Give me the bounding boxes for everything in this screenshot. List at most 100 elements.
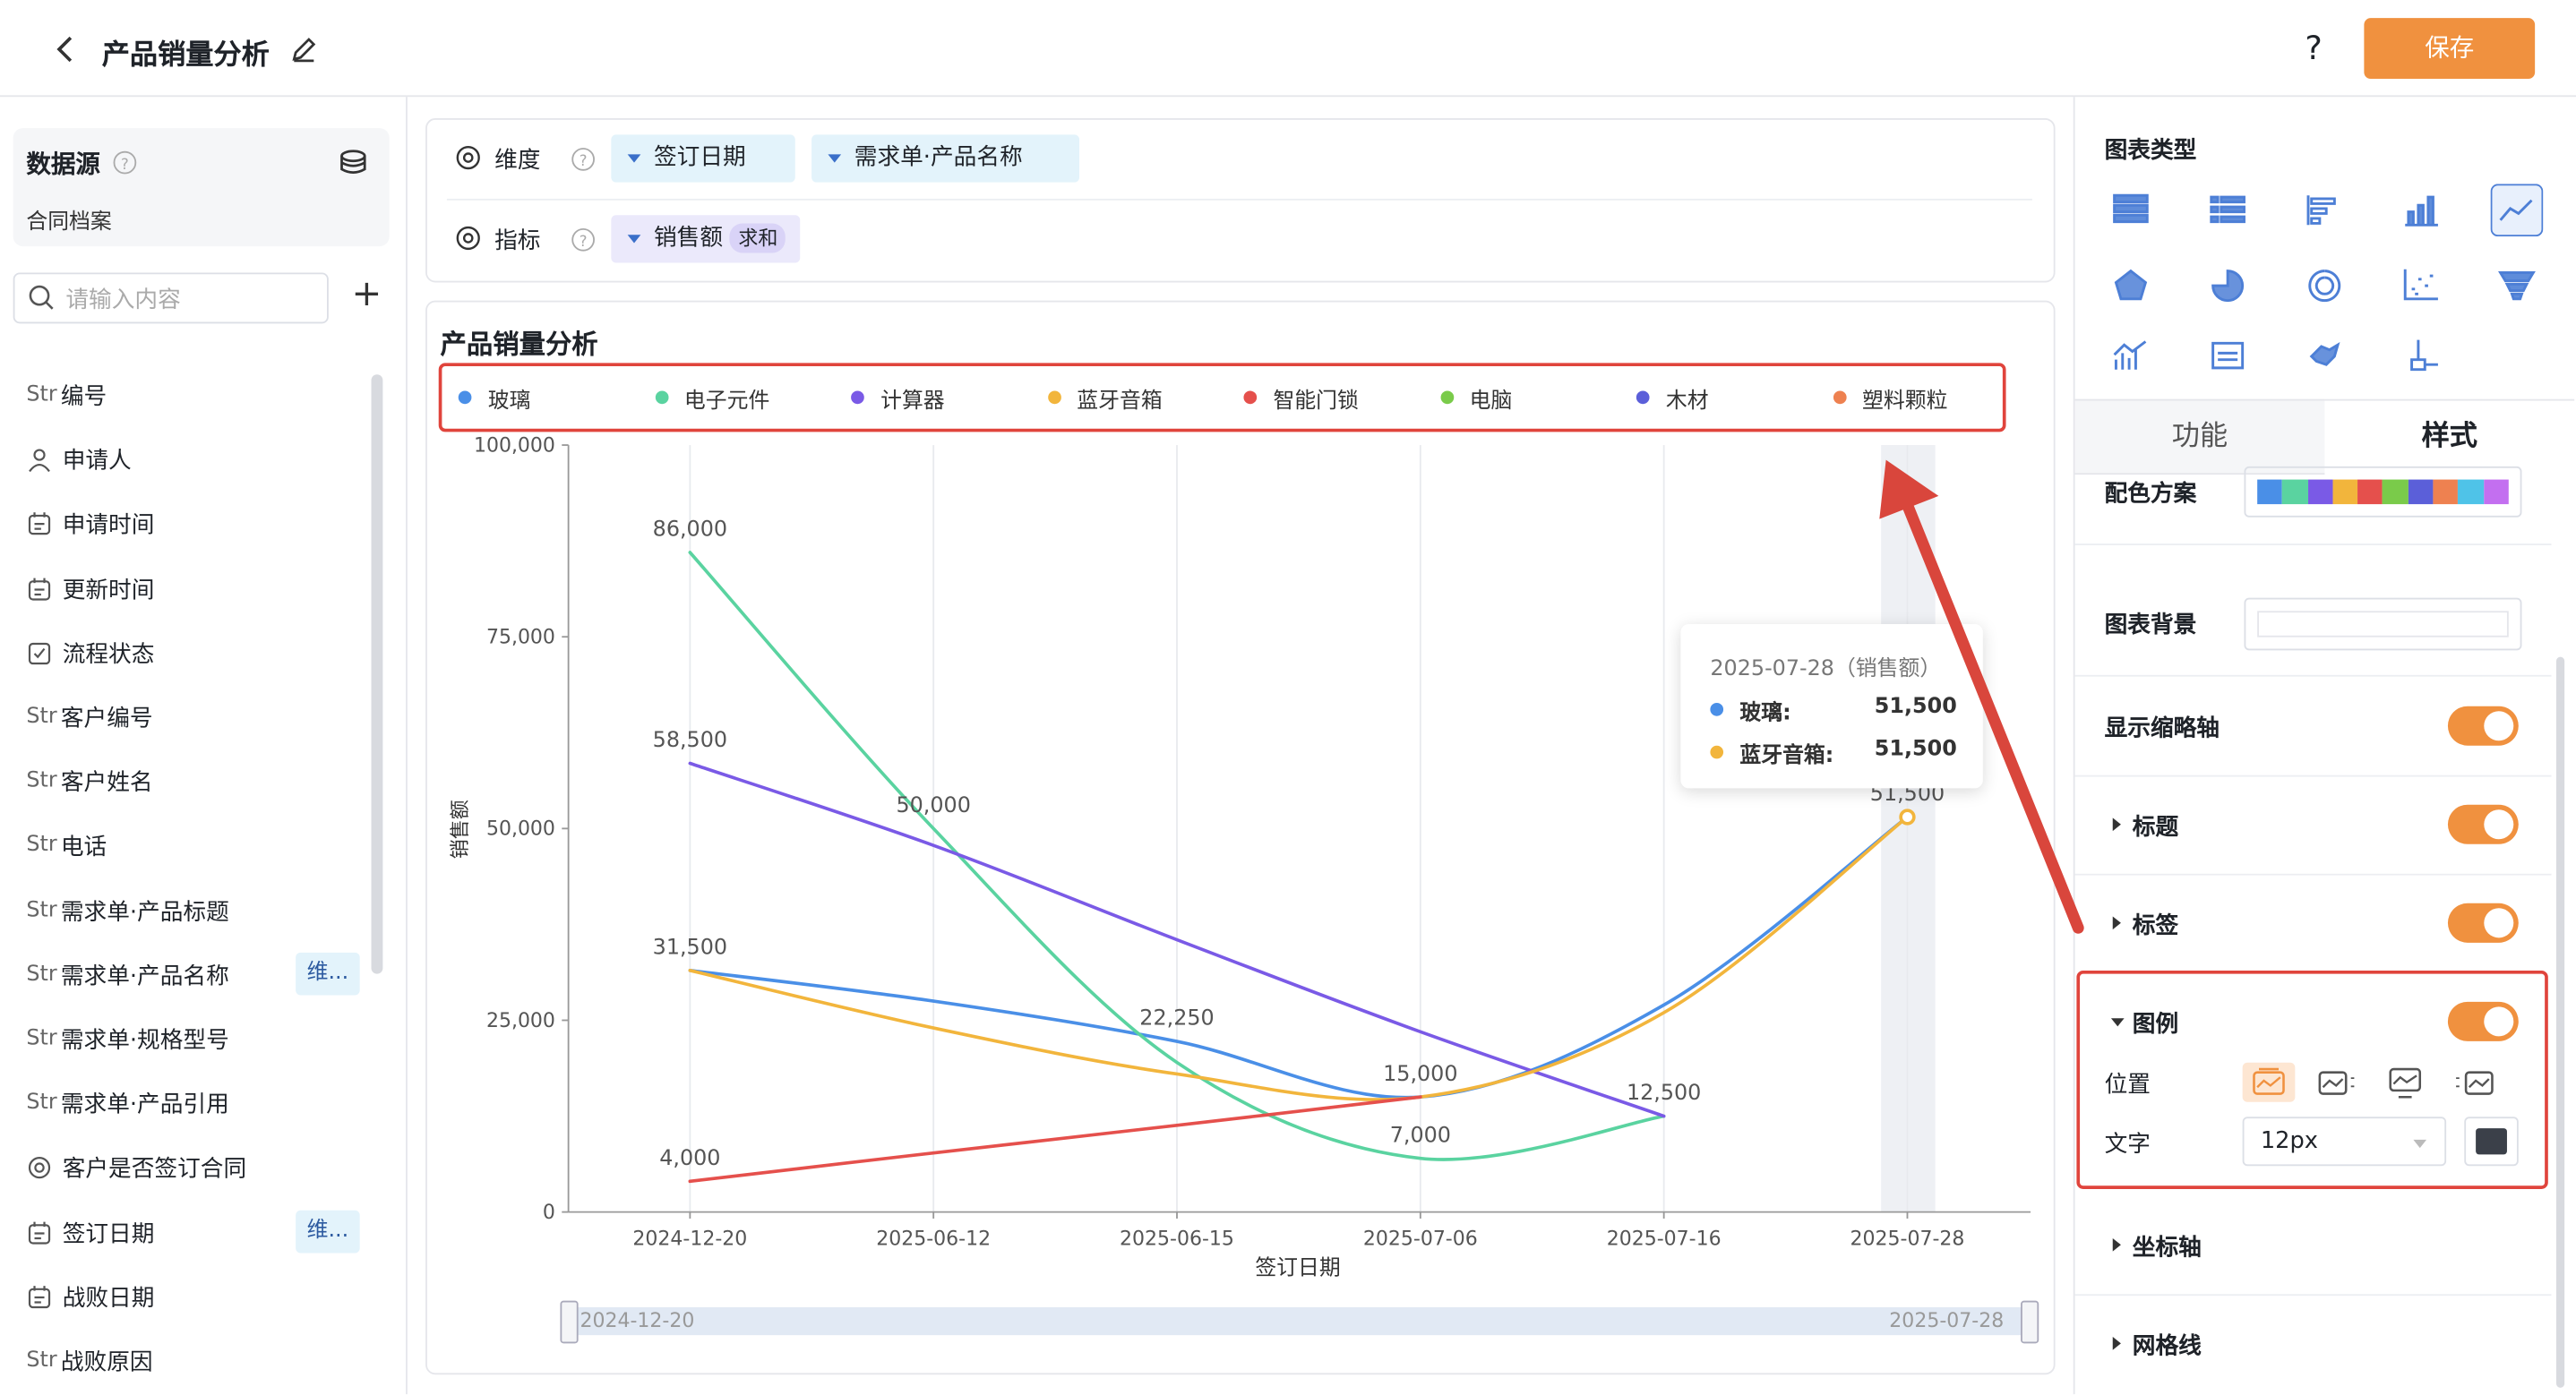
chart-type-icon[interactable] — [2202, 258, 2254, 311]
field-icon — [29, 449, 50, 473]
icon-part — [28, 1157, 51, 1179]
data-label: 12,500 — [1627, 1080, 1701, 1105]
position-option[interactable] — [2314, 1063, 2360, 1102]
chart-type-icon[interactable] — [2105, 184, 2158, 236]
chart-type-icon[interactable] — [2395, 184, 2448, 236]
chart-type-icon[interactable] — [2395, 329, 2448, 381]
y-tick-label: 75,000 — [486, 627, 555, 649]
separator — [2074, 775, 2552, 777]
field-name[interactable]: 更新时间 — [62, 577, 155, 604]
expand-caret[interactable] — [2112, 1237, 2121, 1252]
expand-caret[interactable] — [2112, 817, 2121, 832]
legend-label[interactable]: 电子元件 — [683, 389, 770, 415]
legend-label[interactable]: 木材 — [1665, 389, 1709, 415]
toggle[interactable] — [2447, 1001, 2519, 1041]
toggle[interactable] — [2447, 804, 2519, 844]
field-name[interactable]: 战败日期 — [62, 1285, 155, 1313]
chart-type-icon[interactable] — [2298, 258, 2351, 311]
field-name[interactable]: 签订日期 — [62, 1220, 155, 1248]
sidebar-border — [406, 97, 408, 1395]
field-name[interactable]: 申请时间 — [62, 512, 155, 540]
field-type: Str — [26, 1091, 57, 1116]
field-name[interactable]: 战败原因 — [60, 1349, 153, 1377]
save-button[interactable]: 保存 — [2364, 18, 2536, 80]
chart-type-icon[interactable] — [2298, 329, 2351, 381]
chart-type-icon[interactable] — [2105, 258, 2158, 311]
metric-chip[interactable]: 销售额 求和 — [611, 215, 801, 263]
field-name[interactable]: 电话 — [60, 834, 107, 861]
chart-type-icon[interactable] — [2298, 184, 2351, 236]
tab-active[interactable]: 样式 — [2324, 398, 2575, 474]
legend-label[interactable]: 计算器 — [880, 389, 945, 415]
field-name[interactable]: 申请人 — [62, 449, 132, 475]
database-icon[interactable] — [339, 148, 368, 177]
field-name[interactable]: 客户是否签订合同 — [62, 1156, 247, 1184]
title-label: 标题 — [2132, 814, 2179, 842]
icon-part — [34, 1163, 45, 1174]
series-line — [688, 761, 1666, 1118]
color-scheme-label: 配色方案 — [2104, 481, 2197, 508]
panel-border — [2073, 97, 2075, 1395]
position-option-active[interactable] — [2242, 1062, 2296, 1102]
legend-label[interactable]: 蓝牙音箱 — [1077, 389, 1163, 415]
x-axis-label: 签订日期 — [1255, 1254, 1340, 1279]
dimension-chip[interactable]: 需求单·产品名称 — [811, 134, 1080, 183]
field-name[interactable]: 需求单·产品引用 — [60, 1092, 229, 1119]
chart-type-icon[interactable] — [2491, 258, 2544, 311]
help-button[interactable]: ? — [2305, 28, 2323, 68]
color-scheme-select[interactable] — [2244, 466, 2522, 518]
chart-type-icon[interactable] — [2202, 329, 2254, 381]
icon-part — [2403, 269, 2438, 301]
legend-dot — [1047, 390, 1060, 405]
background-input[interactable] — [2244, 597, 2522, 651]
position-option[interactable] — [2451, 1063, 2497, 1102]
slider-handle[interactable] — [2021, 1300, 2039, 1344]
font-size-select[interactable]: 12px — [2242, 1117, 2447, 1167]
help-icon: ? — [571, 148, 595, 171]
field-tag: 维... — [296, 952, 360, 996]
data-label: 7,000 — [1390, 1122, 1451, 1147]
swatch — [29, 285, 50, 306]
field-name[interactable]: 需求单·产品标题 — [60, 899, 229, 926]
dimension-chip[interactable]: 签订日期 — [611, 134, 795, 183]
swatch — [56, 36, 73, 63]
field-name[interactable]: 编号 — [60, 384, 107, 411]
position-option[interactable] — [2383, 1063, 2428, 1102]
field-name[interactable]: 客户编号 — [60, 706, 153, 733]
icon-part — [28, 1223, 51, 1244]
chart-type-icon[interactable] — [2105, 329, 2158, 381]
expand-caret[interactable] — [2112, 1337, 2121, 1350]
swatch — [571, 148, 595, 171]
y-tick-label: 25,000 — [486, 1010, 555, 1032]
back-button[interactable] — [49, 33, 82, 66]
field-name[interactable]: 流程状态 — [62, 641, 155, 669]
select-arrow — [2413, 1139, 2427, 1149]
swatch — [2256, 1076, 2281, 1089]
field-name[interactable]: 需求单·产品名称 — [60, 963, 229, 990]
legend-label[interactable]: 智能门锁 — [1273, 389, 1359, 415]
legend-label[interactable]: 塑料颗粒 — [1862, 389, 1948, 415]
toggle[interactable] — [2447, 706, 2519, 746]
chart-type-icon[interactable] — [2395, 258, 2448, 311]
zoom-slider[interactable] — [568, 1307, 2028, 1336]
edit-icon[interactable] — [289, 35, 319, 64]
color-picker[interactable] — [2464, 1117, 2519, 1167]
chart-type-icon[interactable] — [2202, 184, 2254, 236]
field-name[interactable]: 客户姓名 — [60, 770, 153, 797]
icon-part — [33, 449, 46, 462]
tab[interactable]: 功能 — [2074, 398, 2325, 475]
tooltip-dot — [1710, 745, 1724, 759]
field-icon — [28, 1285, 51, 1308]
expand-caret[interactable] — [2112, 916, 2121, 930]
toggle[interactable] — [2447, 903, 2519, 943]
collapse-caret[interactable] — [2110, 1018, 2125, 1027]
legend-label[interactable]: 玻璃 — [487, 389, 531, 415]
chart-type-icon[interactable] — [2490, 184, 2544, 237]
field-name[interactable]: 需求单·规格型号 — [60, 1028, 229, 1055]
add-button[interactable]: + — [351, 274, 382, 316]
search-box[interactable] — [13, 272, 329, 324]
slider-handle[interactable] — [560, 1300, 579, 1344]
swatch — [2332, 479, 2358, 505]
legend-label[interactable]: 电脑 — [1469, 389, 1513, 415]
